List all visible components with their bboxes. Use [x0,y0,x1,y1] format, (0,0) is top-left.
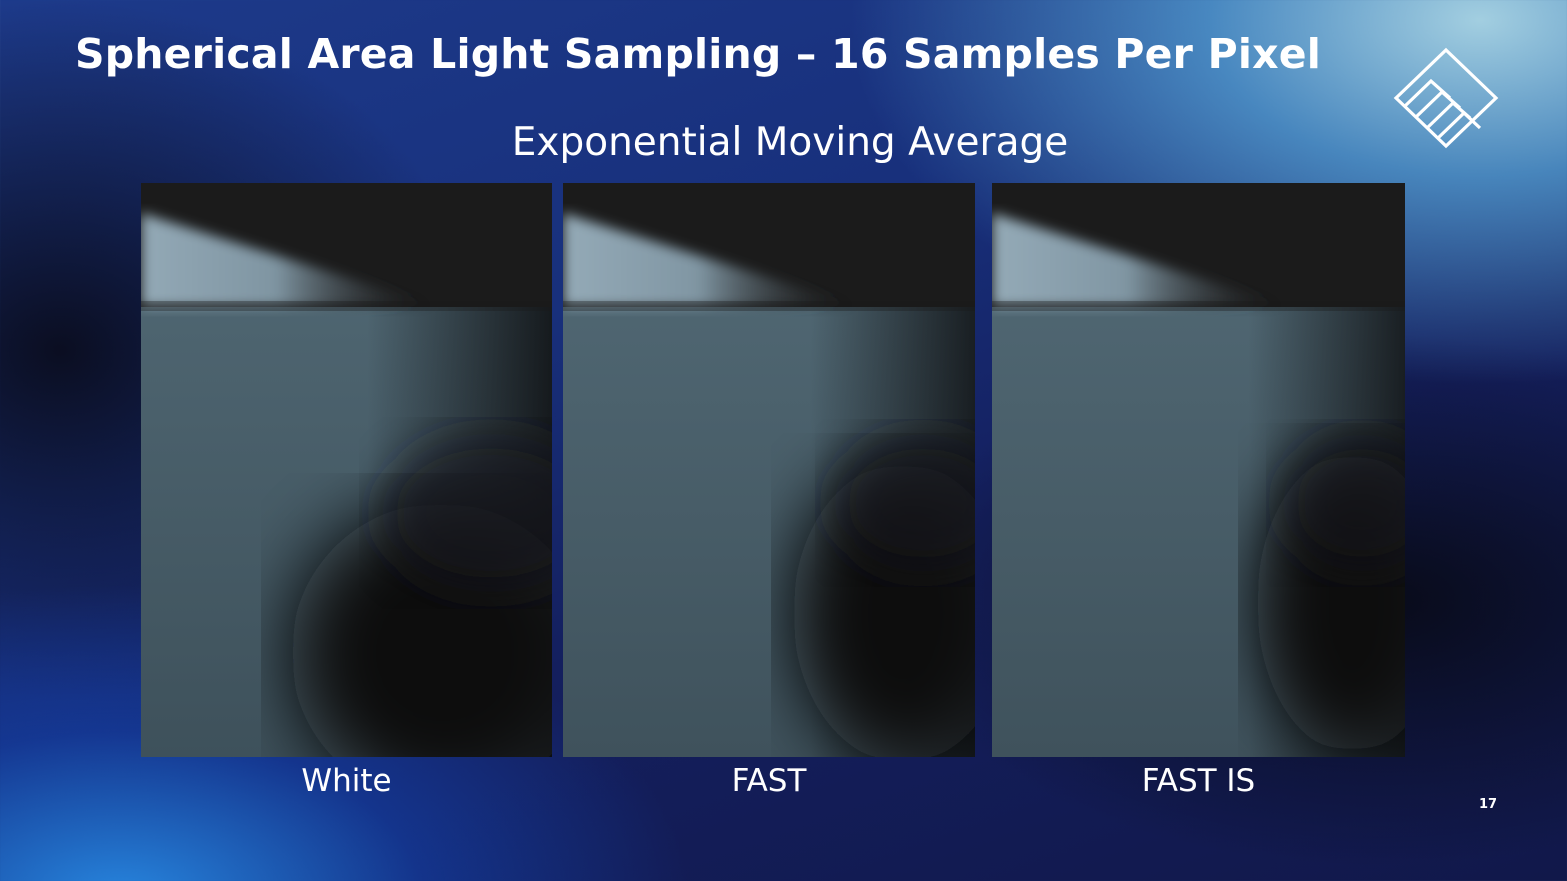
render-panel-white [141,183,552,757]
caption-white: White [301,763,392,799]
caption-fast-is: FAST IS [1141,763,1256,799]
render-panel-fast-is [992,183,1405,757]
slide-title: Spherical Area Light Sampling – 16 Sampl… [75,30,1321,78]
page-number: 17 [1478,797,1498,812]
diamond-logo-icon [1392,46,1500,150]
subtitle: Exponential Moving Average [511,120,1069,165]
caption-fast: FAST [731,763,807,799]
render-panel-fast [563,183,975,757]
